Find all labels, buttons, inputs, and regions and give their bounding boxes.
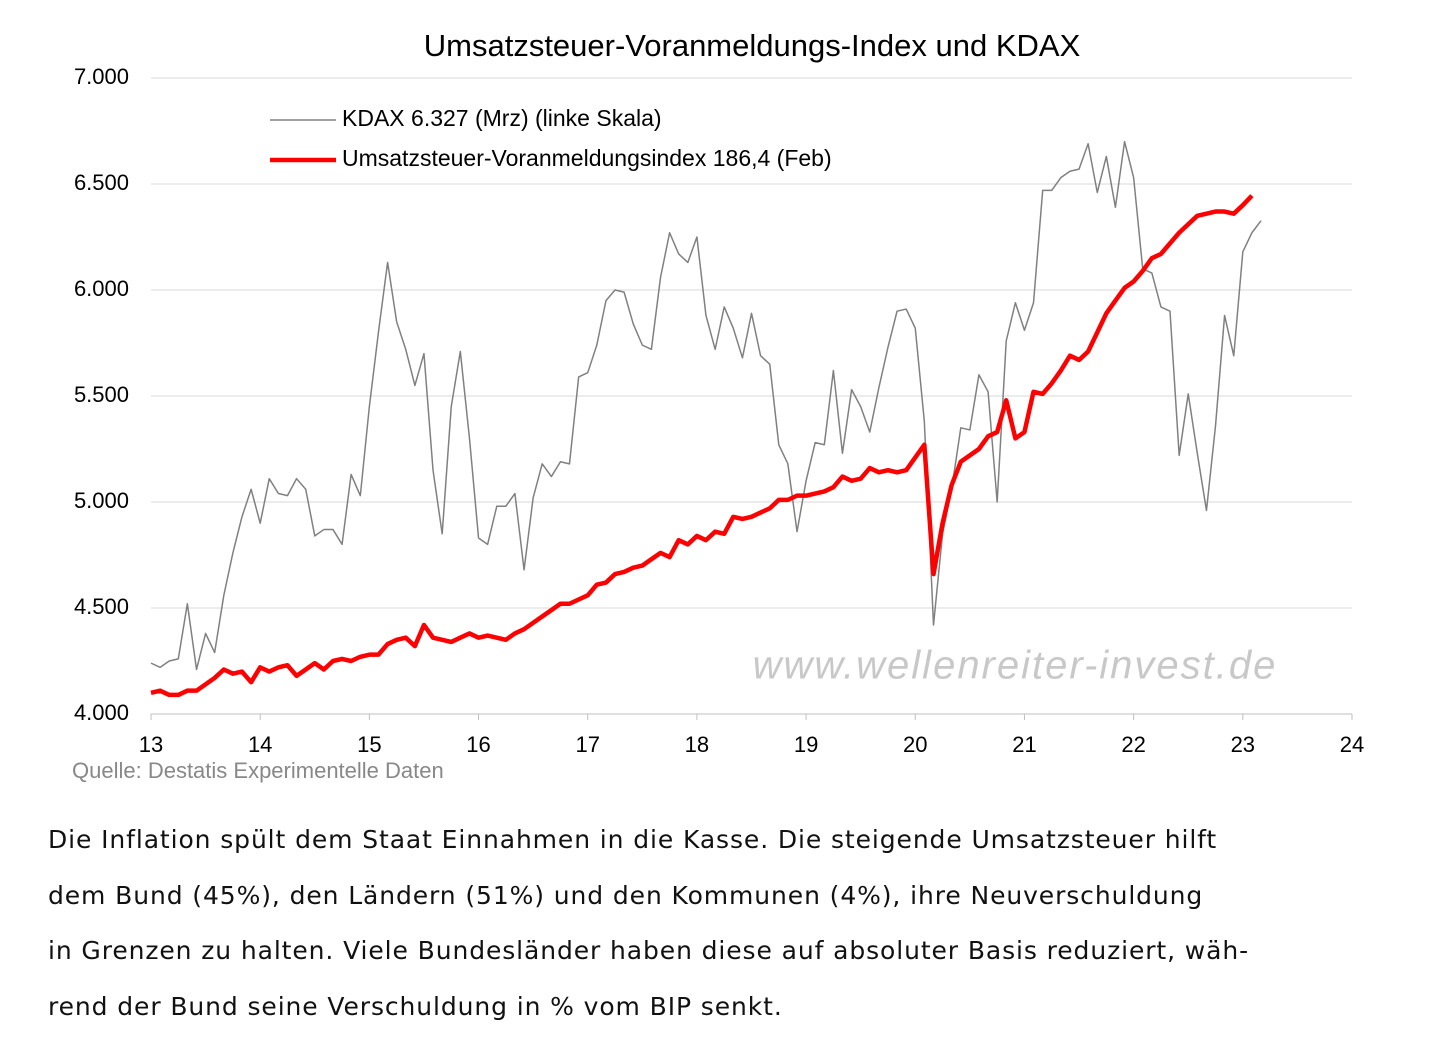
x-tick-label: 13	[139, 732, 163, 757]
legend-label: KDAX 6.327 (Mrz) (linke Skala)	[342, 105, 662, 131]
y-tick-label: 6.500	[74, 170, 129, 195]
legend-label: Umsatzsteuer-Voranmeldungsindex 186,4 (F…	[342, 145, 832, 171]
y-tick-label: 5.500	[74, 382, 129, 407]
y-tick-label: 4.500	[74, 594, 129, 619]
x-tick-label: 14	[248, 732, 272, 757]
line-series	[150, 194, 1254, 698]
line-series	[150, 140, 1262, 671]
y-tick-label: 6.000	[74, 276, 129, 301]
chart-title: Umsatzsteuer-Voranmeldungs-Index und KDA…	[424, 28, 1081, 63]
x-tick-label: 21	[1012, 732, 1036, 757]
x-tick-label: 23	[1231, 732, 1255, 757]
x-tick-label: 22	[1121, 732, 1145, 757]
text-line: dem Bund (45%), den Ländern (51%) und de…	[48, 880, 1204, 910]
text-line: Die Inflation spült dem Staat Einnahmen …	[48, 825, 1218, 854]
source-note: Quelle: Destatis Experimentelle Daten	[72, 758, 444, 783]
x-tick-label: 19	[794, 732, 818, 757]
text-line: rend der Bund seine Verschuldung in % vo…	[48, 991, 783, 1021]
chart: Umsatzsteuer-Voranmeldungs-Index und KDA…	[72, 28, 1364, 783]
x-tick-label: 17	[575, 732, 599, 757]
x-tick-label: 16	[466, 732, 490, 757]
x-tick-label: 15	[357, 732, 381, 757]
x-tick-label: 24	[1340, 732, 1364, 757]
watermark: www.wellenreiter-invest.de	[753, 644, 1278, 688]
y-tick-label: 7.000	[74, 64, 129, 89]
text-line: in Grenzen zu halten. Viele Bundesländer…	[48, 936, 1250, 965]
x-tick-label: 18	[685, 732, 709, 757]
y-tick-label: 5.000	[74, 488, 129, 513]
y-tick-label: 4.000	[74, 700, 129, 725]
x-tick-label: 20	[903, 732, 927, 757]
